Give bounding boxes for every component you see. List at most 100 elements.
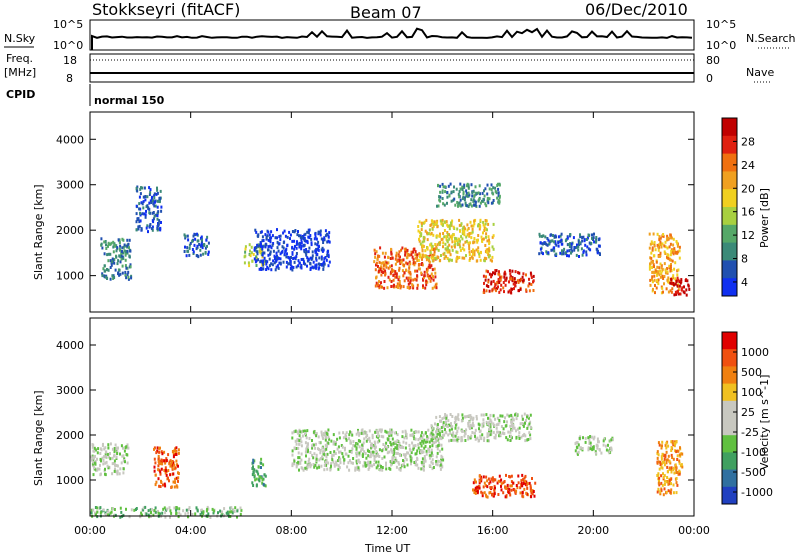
power-cell — [275, 259, 278, 263]
power-cell — [320, 263, 323, 266]
power-cell — [468, 258, 471, 262]
velocity-cell — [494, 486, 496, 490]
power-cell — [487, 255, 490, 259]
velocity-cell — [312, 456, 315, 460]
velocity-cell — [209, 516, 212, 519]
velocity-cell — [157, 464, 160, 468]
power-cell — [151, 228, 154, 232]
power-cell — [428, 228, 431, 232]
velocity-cell — [391, 451, 394, 454]
power-cell — [304, 262, 307, 266]
power-cell — [551, 239, 554, 243]
velocity-cell — [340, 444, 343, 447]
power-cell — [414, 250, 417, 254]
velocity-cell — [363, 430, 366, 434]
power-cell — [267, 245, 270, 249]
power-cell — [441, 182, 444, 186]
power-cell — [433, 220, 436, 224]
velocity-ytick-0: 1000 — [56, 474, 84, 487]
velocity-cell — [461, 413, 464, 417]
power-cell — [667, 236, 669, 240]
velocity-cell — [485, 420, 488, 424]
velocity-cell — [673, 471, 676, 475]
velocity-cell — [675, 481, 678, 485]
power-cell — [483, 229, 486, 232]
velocity-cell — [671, 441, 674, 445]
power-colorbar-tick-1: 24 — [741, 159, 755, 172]
power-cell — [429, 279, 432, 283]
velocity-cell — [337, 464, 340, 468]
velocity-colorbar-segment — [722, 349, 737, 367]
power-cell — [328, 260, 331, 264]
power-colorbar-tick-2: 20 — [741, 182, 755, 195]
velocity-cell — [437, 459, 440, 463]
velocity-cell — [351, 433, 354, 437]
power-cell — [452, 233, 455, 237]
velocity-cell — [457, 413, 460, 417]
velocity-cell — [421, 436, 424, 440]
power-cell — [420, 224, 423, 228]
power-cell — [676, 269, 679, 273]
power-cell — [397, 278, 400, 282]
power-cell — [139, 192, 142, 196]
velocity-cell — [331, 453, 334, 457]
power-cell — [192, 250, 195, 254]
power-cell — [567, 243, 570, 246]
power-cell — [428, 263, 431, 267]
velocity-cell — [405, 432, 408, 436]
velocity-cell — [477, 422, 480, 426]
power-cell — [426, 231, 428, 235]
power-cell — [280, 251, 283, 254]
power-cell — [687, 284, 690, 288]
velocity-cell — [404, 431, 407, 435]
velocity-cell — [333, 462, 336, 466]
xtick-5: 20:00 — [577, 524, 609, 537]
velocity-cell — [170, 485, 173, 489]
velocity-cell — [426, 440, 429, 444]
power-cell — [669, 233, 672, 237]
power-ytick-3: 4000 — [56, 133, 84, 146]
velocity-cell — [475, 417, 478, 421]
velocity-cell — [119, 506, 122, 510]
velocity-cell — [371, 433, 374, 437]
velocity-cell — [398, 462, 401, 466]
velocity-cell — [464, 415, 467, 419]
velocity-cell — [130, 508, 133, 512]
velocity-cell — [504, 416, 506, 420]
power-cell — [418, 237, 420, 241]
velocity-cell — [430, 433, 433, 437]
velocity-cell — [326, 467, 329, 471]
power-cell — [257, 244, 260, 248]
velocity-cell — [496, 481, 499, 485]
velocity-cell — [430, 454, 433, 458]
power-cell — [197, 255, 200, 259]
velocity-cell — [297, 438, 300, 442]
velocity-cell — [239, 512, 242, 516]
power-cell — [107, 268, 110, 272]
velocity-cell — [362, 464, 365, 468]
power-cell — [428, 277, 431, 280]
power-cell — [315, 237, 318, 241]
power-cell — [251, 259, 254, 263]
power-colorbar-segment — [722, 242, 737, 261]
velocity-cell — [465, 428, 468, 432]
velocity-cell — [393, 450, 396, 454]
velocity-cell — [660, 489, 663, 493]
velocity-cell — [578, 436, 581, 440]
velocity-cell — [348, 459, 351, 463]
velocity-cell — [305, 447, 308, 451]
power-cell — [187, 238, 190, 242]
power-cell — [483, 189, 485, 193]
power-cell — [461, 237, 464, 241]
velocity-cell — [396, 439, 399, 443]
power-ytick-2: 3000 — [56, 179, 84, 192]
power-cell — [392, 278, 395, 282]
power-cell — [454, 242, 457, 246]
velocity-cell — [496, 416, 499, 420]
velocity-colorbar-tick-6: -500 — [741, 466, 766, 479]
power-cell — [457, 204, 460, 208]
power-cell — [491, 273, 493, 277]
power-cell — [142, 200, 145, 204]
power-cell — [291, 268, 294, 272]
